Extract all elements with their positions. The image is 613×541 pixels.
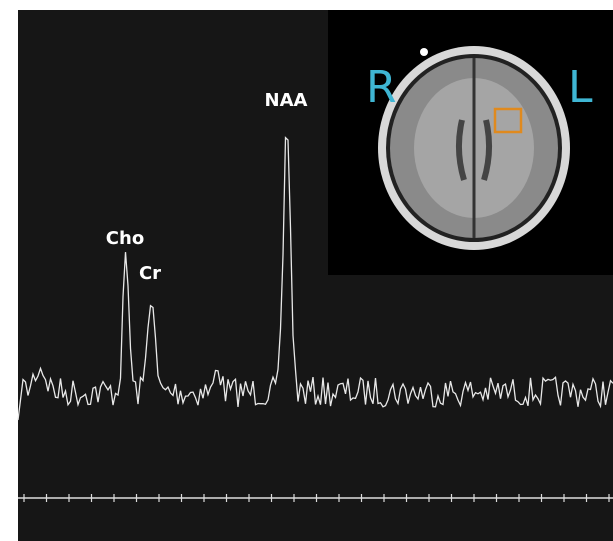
marker: [420, 48, 428, 56]
mri-inset: R L: [328, 10, 613, 275]
naa-label: NAA: [265, 90, 308, 111]
cr-label: Cr: [139, 263, 161, 284]
figure: Cho Cr NAA R L: [0, 0, 613, 541]
cho-label: Cho: [106, 228, 144, 249]
right-label: R: [366, 62, 397, 113]
left-label: L: [568, 62, 593, 113]
